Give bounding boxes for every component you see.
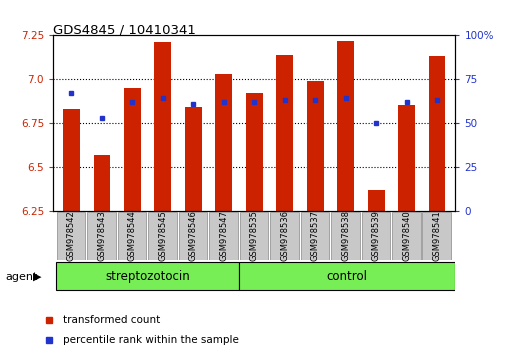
Bar — [245, 93, 262, 211]
Text: GSM978539: GSM978539 — [371, 210, 380, 261]
Text: GSM978541: GSM978541 — [432, 210, 441, 261]
Text: GSM978543: GSM978543 — [97, 210, 106, 261]
Bar — [238, 262, 454, 291]
Text: GSM978537: GSM978537 — [310, 210, 319, 261]
Bar — [391, 212, 420, 260]
Bar — [57, 212, 85, 260]
Bar — [148, 212, 177, 260]
Text: transformed count: transformed count — [63, 315, 160, 325]
Text: ▶: ▶ — [33, 272, 41, 282]
Bar — [178, 212, 207, 260]
Text: GSM978535: GSM978535 — [249, 210, 258, 261]
Bar — [397, 105, 414, 211]
Bar — [184, 107, 201, 211]
Text: streptozotocin: streptozotocin — [105, 270, 189, 283]
Text: GSM978546: GSM978546 — [188, 210, 197, 261]
Bar — [361, 212, 389, 260]
Bar — [63, 109, 80, 211]
Bar — [124, 88, 140, 211]
Bar — [276, 55, 292, 211]
Text: GSM978542: GSM978542 — [67, 210, 76, 261]
Bar — [87, 212, 116, 260]
Bar — [330, 212, 359, 260]
Bar — [270, 212, 298, 260]
Text: GSM978544: GSM978544 — [128, 210, 136, 261]
Bar — [428, 56, 444, 211]
Bar — [337, 41, 354, 211]
Text: GDS4845 / 10410341: GDS4845 / 10410341 — [53, 23, 195, 36]
Text: GSM978540: GSM978540 — [401, 210, 411, 261]
Bar — [118, 212, 146, 260]
Bar — [306, 81, 323, 211]
Text: percentile rank within the sample: percentile rank within the sample — [63, 335, 238, 345]
Bar — [154, 42, 171, 211]
Text: control: control — [326, 270, 367, 283]
Bar — [239, 212, 268, 260]
Bar — [367, 190, 384, 211]
Bar — [422, 212, 450, 260]
Bar — [93, 155, 110, 211]
Bar — [209, 212, 237, 260]
Text: GSM978538: GSM978538 — [340, 210, 349, 261]
Bar — [300, 212, 329, 260]
Text: GSM978545: GSM978545 — [158, 210, 167, 261]
Text: agent: agent — [5, 272, 37, 282]
Text: GSM978547: GSM978547 — [219, 210, 228, 261]
Bar — [215, 74, 232, 211]
Bar — [56, 262, 238, 291]
Text: GSM978536: GSM978536 — [280, 210, 289, 261]
